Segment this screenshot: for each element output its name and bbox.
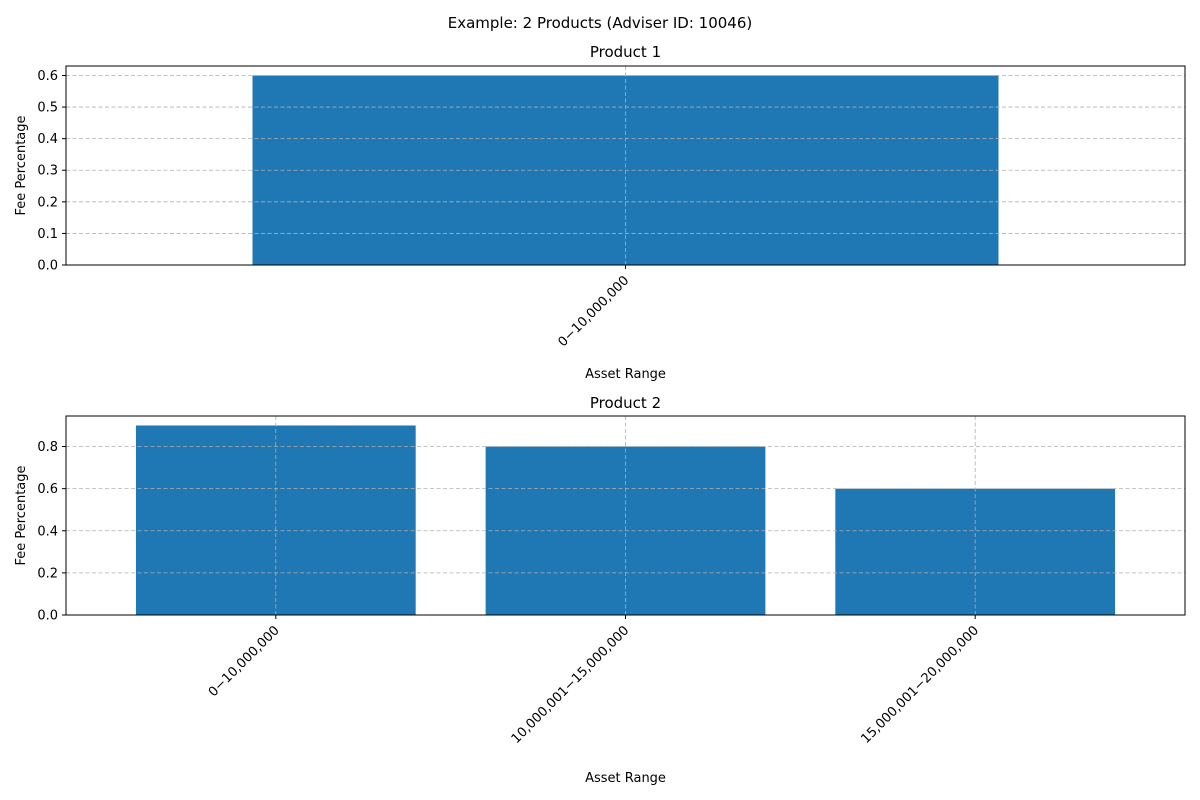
ytick-label: 0.0 xyxy=(37,259,58,274)
xtick-label: 15,000,001−20,000,000 xyxy=(858,623,982,747)
ytick-label: 0.4 xyxy=(37,132,58,147)
xtick-label: 10,000,001−15,000,000 xyxy=(509,623,633,747)
subplot-product-1: 0.0 0.1 0.2 0.3 0.4 0.5 0.6 0−10,000,000 Product… xyxy=(14,43,1186,382)
y-axis-label: Fee Percentage xyxy=(14,115,29,215)
xtick-label: 0−10,000,000 xyxy=(556,273,633,350)
ytick-label: 0.3 xyxy=(37,164,58,179)
ytick-label: 0.1 xyxy=(37,227,58,242)
subplot-title: Product 1 xyxy=(590,43,661,61)
xtick-label: 0−10,000,000 xyxy=(206,623,283,700)
x-axis-label: Asset Range xyxy=(585,367,666,382)
ytick-label: 0.4 xyxy=(37,524,58,539)
subplot-title: Product 2 xyxy=(590,394,661,412)
ytick-label: 0.5 xyxy=(37,101,58,116)
ytick-label: 0.2 xyxy=(37,566,58,581)
figure-title: Example: 2 Products (Adviser ID: 10046) xyxy=(448,14,753,32)
ytick-label: 0.0 xyxy=(37,609,58,624)
subplot-product-2: 0.0 0.2 0.4 0.6 0.8 0−10,000,000 10,000,001−15… xyxy=(14,394,1186,786)
x-axis-label: Asset Range xyxy=(585,771,666,786)
ytick-label: 0.8 xyxy=(37,440,58,455)
ytick-label: 0.6 xyxy=(37,482,58,497)
y-axis-label: Fee Percentage xyxy=(14,465,29,565)
ytick-label: 0.2 xyxy=(37,195,58,210)
ytick-label: 0.6 xyxy=(37,69,58,84)
